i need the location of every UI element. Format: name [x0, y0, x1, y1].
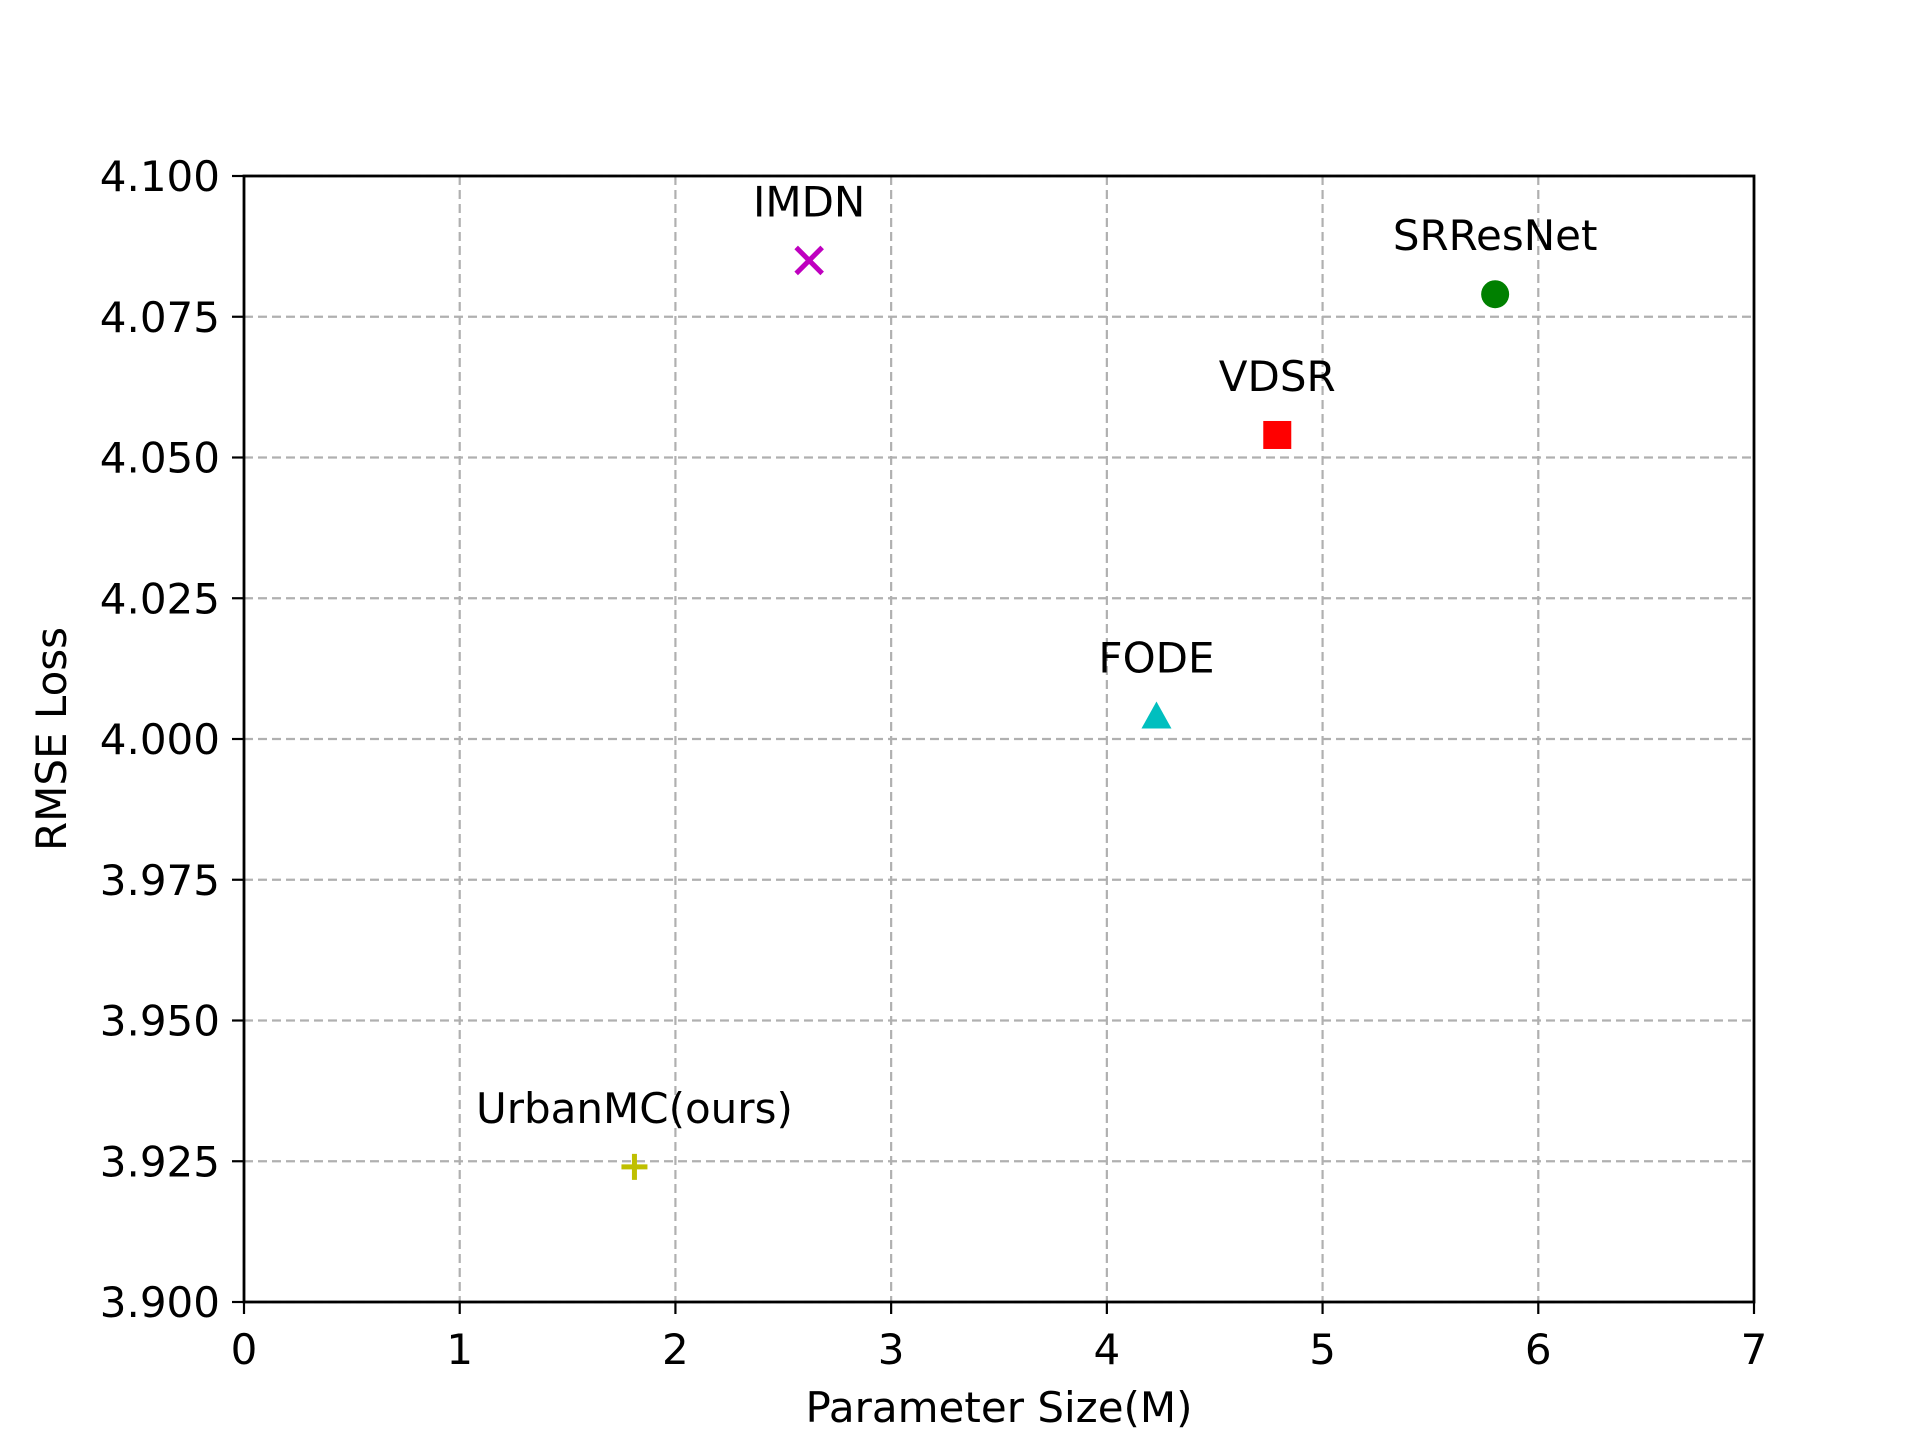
y-axis-label: RMSE Loss	[27, 627, 76, 851]
point-label: VDSR	[1219, 352, 1336, 401]
plot-frame	[242, 174, 1756, 1304]
x-tick-label: 3	[878, 1325, 905, 1374]
y-tick-label: 3.975	[100, 856, 220, 905]
x-tick-label: 5	[1309, 1325, 1336, 1374]
circle-marker	[1481, 280, 1510, 309]
triangle-marker	[1141, 701, 1172, 729]
y-tick-label: 4.025	[100, 574, 220, 623]
point-label: IMDN	[753, 177, 865, 226]
square-marker	[1263, 420, 1292, 449]
x-tick-label: 0	[231, 1325, 258, 1374]
x-tick-label: 7	[1741, 1325, 1768, 1374]
x-tick-label: 1	[446, 1325, 473, 1374]
y-tick-label: 4.050	[100, 434, 220, 483]
y-tick-label: 3.950	[100, 997, 220, 1046]
x-tick-label: 2	[662, 1325, 689, 1374]
x-axis-label: Parameter Size(M)	[805, 1383, 1192, 1432]
x-tick-label: 6	[1525, 1325, 1552, 1374]
data-point: IMDN	[753, 177, 865, 276]
data-point: UrbanMC(ours)	[476, 1084, 793, 1180]
point-label: SRResNet	[1393, 211, 1598, 260]
point-label: FODE	[1098, 633, 1214, 682]
y-tick-label: 4.100	[100, 152, 220, 201]
grid	[242, 174, 1756, 1304]
data-point: VDSR	[1219, 352, 1336, 449]
data-point: SRResNet	[1393, 211, 1598, 309]
y-tick-label: 4.000	[100, 715, 220, 764]
y-tick-label: 4.075	[100, 293, 220, 342]
point-label: UrbanMC(ours)	[476, 1084, 793, 1133]
y-tick-label: 3.900	[100, 1278, 220, 1327]
axis-ticks: 0 1 2 3 4 5 6 7 3.900 3.925 3.950 3.975 4.000 4.025 4.…	[100, 152, 1768, 1374]
data-points: IMDN SRResNet VDSR FODE UrbanMC(ours)	[476, 177, 1598, 1180]
plus-marker	[621, 1153, 648, 1180]
x-marker	[794, 245, 824, 276]
data-point: FODE	[1098, 633, 1215, 729]
x-tick-label: 4	[1093, 1325, 1120, 1374]
y-tick-label: 3.925	[100, 1137, 220, 1186]
